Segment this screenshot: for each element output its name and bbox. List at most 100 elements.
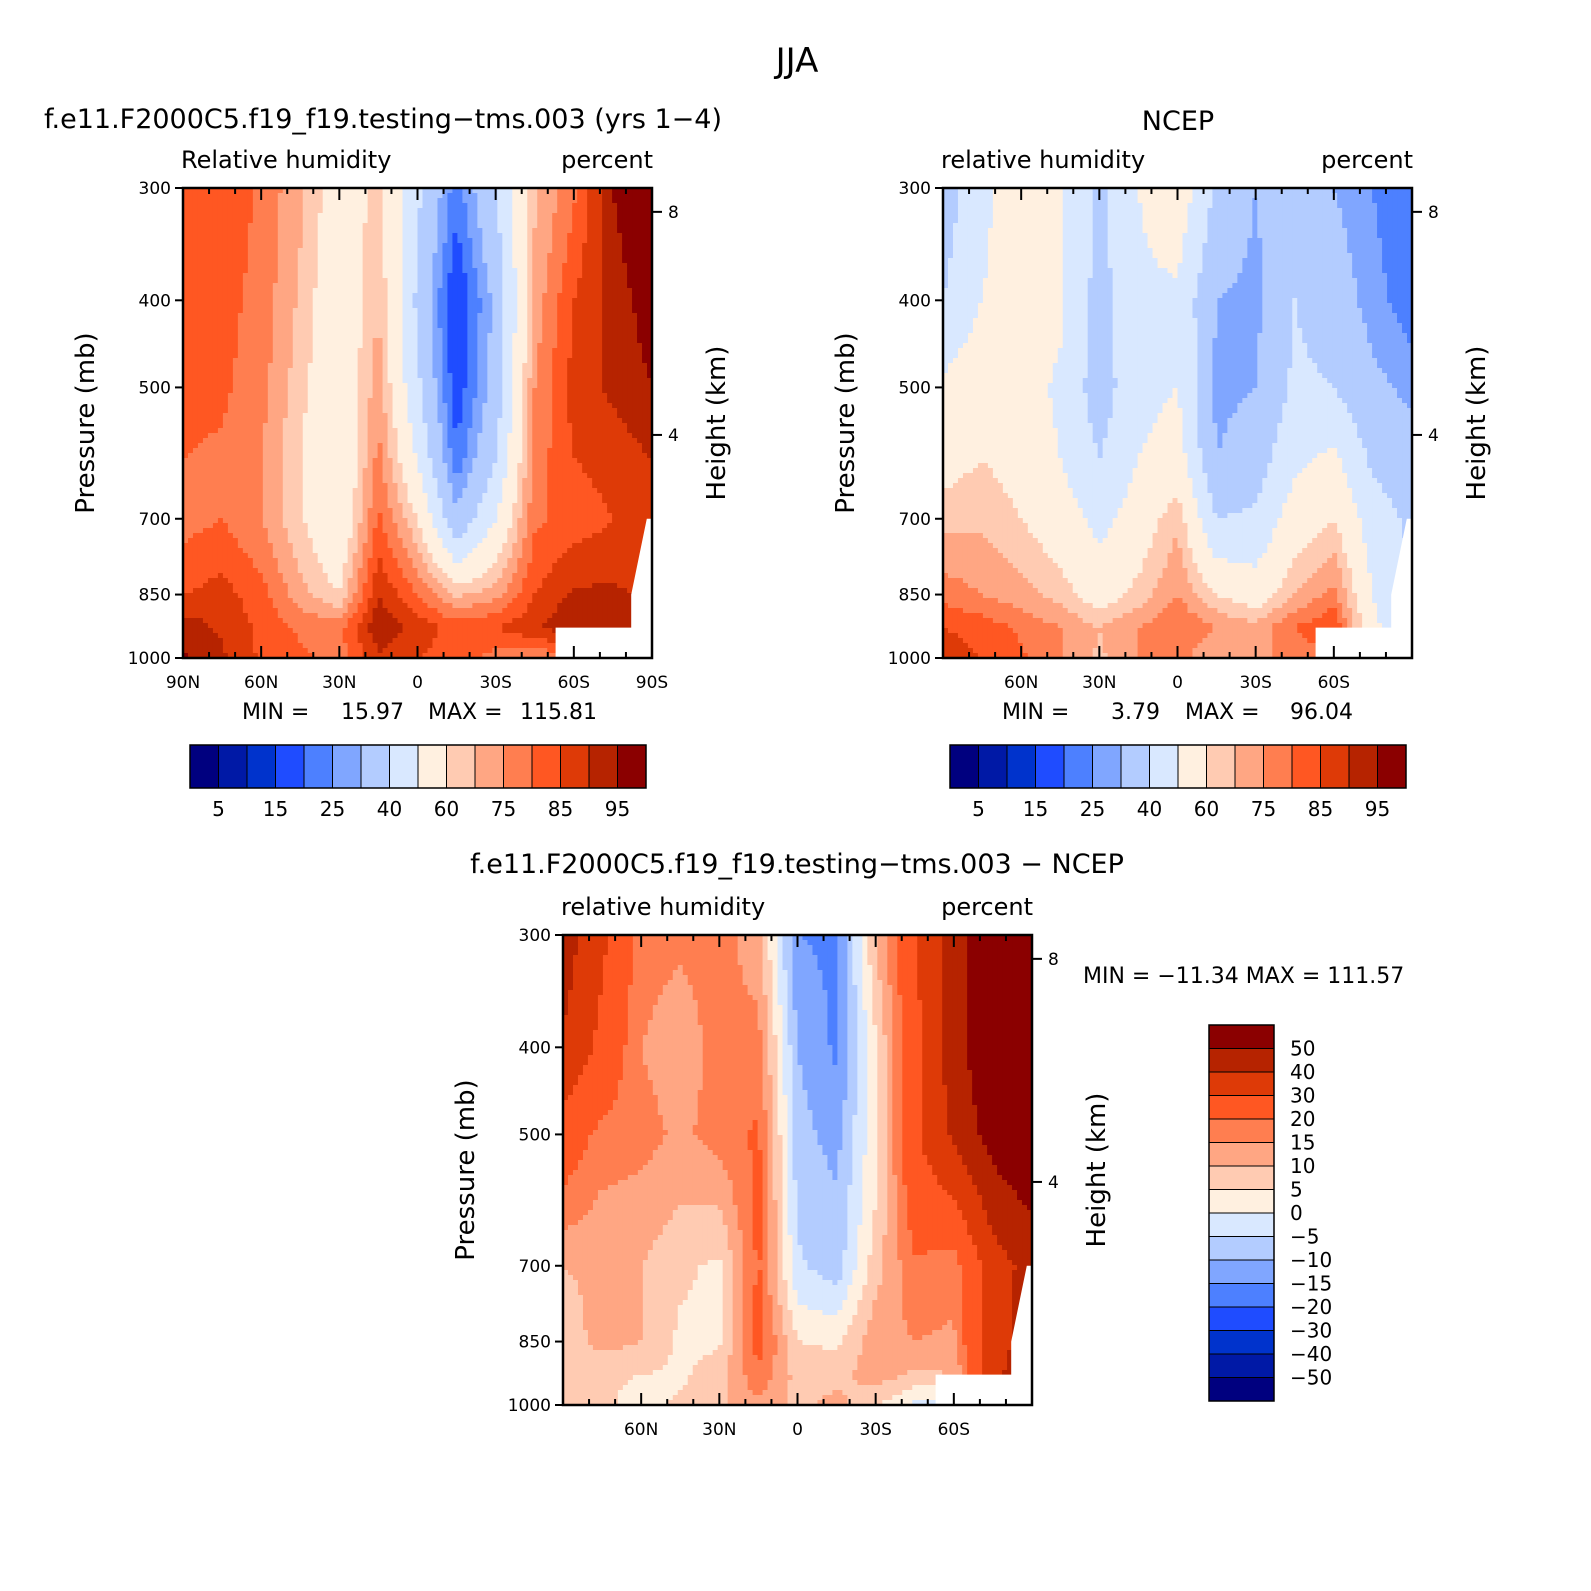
heatmap-cell bbox=[612, 198, 618, 204]
heatmap-cell bbox=[342, 193, 349, 199]
heatmap-cell bbox=[382, 253, 389, 259]
heatmap-cell bbox=[222, 233, 229, 239]
heatmap-cell bbox=[362, 223, 369, 229]
heatmap-cell bbox=[632, 398, 638, 404]
heatmap-cell bbox=[222, 243, 229, 249]
heatmap-cell bbox=[477, 303, 483, 309]
heatmap-cell bbox=[632, 268, 638, 274]
heatmap-cell bbox=[632, 383, 638, 389]
heatmap-cell bbox=[207, 338, 214, 344]
heatmap-cell bbox=[282, 353, 289, 359]
heatmap-cell bbox=[312, 393, 319, 399]
heatmap-cell bbox=[397, 373, 404, 379]
heatmap-cell bbox=[567, 233, 573, 239]
heatmap-cell bbox=[442, 408, 449, 414]
heatmap-cell bbox=[377, 278, 384, 284]
heatmap-cell bbox=[607, 248, 613, 254]
heatmap-cell bbox=[487, 343, 493, 349]
heatmap-cell bbox=[327, 383, 334, 389]
heatmap-cell bbox=[567, 408, 573, 414]
heatmap-cell bbox=[472, 353, 478, 359]
heatmap-cell bbox=[287, 213, 294, 219]
heatmap-cell bbox=[567, 298, 573, 304]
heatmap-cell bbox=[587, 308, 593, 314]
heatmap-cell bbox=[607, 353, 613, 359]
heatmap-cell bbox=[427, 288, 434, 294]
heatmap-cell bbox=[282, 308, 289, 314]
heatmap-cell bbox=[632, 198, 638, 204]
heatmap-cell bbox=[207, 263, 214, 269]
heatmap-cell bbox=[457, 428, 463, 434]
heatmap-cell bbox=[392, 418, 399, 424]
heatmap-cell bbox=[512, 383, 518, 389]
heatmap-cell bbox=[382, 243, 389, 249]
heatmap-cell bbox=[187, 248, 194, 254]
heatmap-cell bbox=[417, 388, 424, 394]
heatmap-cell bbox=[537, 383, 543, 389]
heatmap-cell bbox=[417, 418, 424, 424]
heatmap-cell bbox=[632, 393, 638, 399]
heatmap-cell bbox=[412, 238, 419, 244]
heatmap-cell bbox=[442, 428, 449, 434]
heatmap-cell bbox=[507, 228, 513, 234]
heatmap-cell bbox=[547, 443, 553, 449]
heatmap-cell bbox=[357, 338, 364, 344]
heatmap-cell bbox=[277, 348, 284, 354]
heatmap-cell bbox=[467, 238, 473, 244]
heatmap-cell bbox=[527, 303, 533, 309]
heatmap-cell bbox=[597, 213, 603, 219]
heatmap-cell bbox=[612, 378, 618, 384]
heatmap-cell bbox=[217, 223, 224, 229]
heatmap-cell bbox=[237, 338, 244, 344]
heatmap-cell bbox=[477, 443, 483, 449]
heatmap-cell bbox=[617, 223, 623, 229]
heatmap-cell bbox=[557, 188, 563, 194]
heatmap-cell bbox=[437, 248, 444, 254]
heatmap-cell bbox=[527, 383, 533, 389]
heatmap-cell bbox=[637, 373, 643, 379]
heatmap-cell bbox=[397, 343, 404, 349]
heatmap-cell bbox=[242, 448, 249, 454]
heatmap-cell bbox=[202, 433, 209, 439]
heatmap-cell bbox=[622, 408, 628, 414]
heatmap-cell bbox=[497, 258, 503, 264]
heatmap-cell bbox=[557, 373, 563, 379]
heatmap-cell bbox=[387, 303, 394, 309]
heatmap-cell bbox=[592, 263, 598, 269]
heatmap-cell bbox=[517, 208, 523, 214]
heatmap-cell bbox=[377, 318, 384, 324]
heatmap-cell bbox=[312, 333, 319, 339]
heatmap-cell bbox=[537, 293, 543, 299]
heatmap-cell bbox=[622, 268, 628, 274]
heatmap-cell bbox=[392, 253, 399, 259]
heatmap-cell bbox=[512, 408, 518, 414]
heatmap-cell bbox=[322, 293, 329, 299]
heatmap-cell bbox=[432, 228, 439, 234]
heatmap-cell bbox=[392, 288, 399, 294]
heatmap-cell bbox=[602, 243, 608, 249]
heatmap-cell bbox=[202, 413, 209, 419]
heatmap-cell bbox=[402, 413, 409, 419]
heatmap-cell bbox=[557, 383, 563, 389]
heatmap-cell bbox=[417, 293, 424, 299]
heatmap-cell bbox=[472, 188, 478, 194]
heatmap-cell bbox=[622, 318, 628, 324]
heatmap-cell bbox=[417, 303, 424, 309]
heatmap-cell bbox=[467, 273, 473, 279]
heatmap-cell bbox=[437, 283, 444, 289]
heatmap-cell bbox=[617, 193, 623, 199]
heatmap-cell bbox=[607, 443, 613, 449]
heatmap-cell bbox=[332, 398, 339, 404]
heatmap-cell bbox=[262, 268, 269, 274]
heatmap-cell bbox=[607, 333, 613, 339]
heatmap-cell bbox=[347, 278, 354, 284]
heatmap-cell bbox=[367, 263, 374, 269]
heatmap-cell bbox=[262, 413, 269, 419]
heatmap-cell bbox=[607, 268, 613, 274]
heatmap-cell bbox=[322, 378, 329, 384]
heatmap-cell bbox=[607, 428, 613, 434]
heatmap-cell bbox=[212, 263, 219, 269]
heatmap-cell bbox=[457, 223, 463, 229]
heatmap-cell bbox=[237, 213, 244, 219]
heatmap-cell bbox=[307, 243, 314, 249]
